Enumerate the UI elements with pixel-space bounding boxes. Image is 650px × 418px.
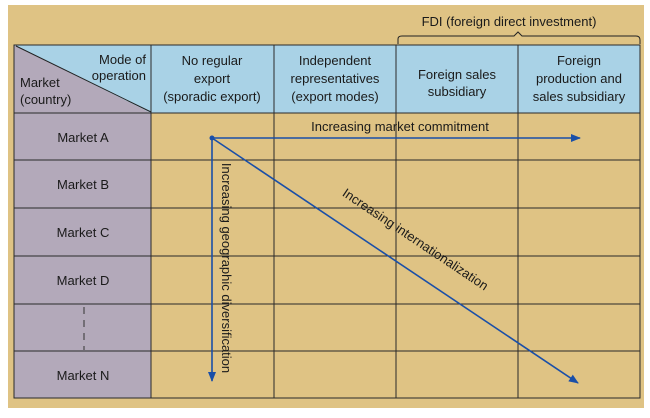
svg-text:subsidiary: subsidiary bbox=[428, 84, 487, 99]
corner-top-line2: operation bbox=[92, 68, 146, 83]
fdi-brace bbox=[397, 31, 641, 44]
svg-text:(sporadic export): (sporadic export) bbox=[163, 89, 261, 104]
market-a: Market A bbox=[57, 130, 109, 145]
market-b: Market B bbox=[57, 177, 109, 192]
svg-text:(export modes): (export modes) bbox=[291, 89, 378, 104]
corner-top-line1: Mode of bbox=[99, 52, 146, 67]
svg-text:sales subsidiary: sales subsidiary bbox=[533, 89, 626, 104]
corner-diagonal bbox=[15, 45, 152, 113]
svg-text:export: export bbox=[194, 71, 231, 86]
corner-bottom-line1: Market bbox=[20, 75, 60, 90]
column-header-foreign-sales-subsidiary: Foreign sales subsidiary bbox=[418, 67, 497, 99]
table-grid bbox=[13, 44, 641, 399]
fdi-label: FDI (foreign direct investment) bbox=[422, 14, 597, 29]
column-header-no-regular-export: No regular export (sporadic export) bbox=[163, 53, 261, 104]
corner-bottom-line2: (country) bbox=[20, 92, 71, 107]
geographic-diversification-label: Increasing geographic diversification bbox=[219, 163, 234, 373]
svg-text:No regular: No regular bbox=[182, 53, 243, 68]
market-c: Market C bbox=[57, 225, 110, 240]
column-header-foreign-production: Foreign production and sales subsidiary bbox=[533, 53, 626, 104]
svg-text:Independent: Independent bbox=[299, 53, 372, 68]
svg-text:production and: production and bbox=[536, 71, 622, 86]
svg-text:representatives: representatives bbox=[291, 71, 380, 86]
market-commitment-label: Increasing market commitment bbox=[311, 119, 489, 134]
svg-text:Foreign: Foreign bbox=[557, 53, 601, 68]
internationalization-arrow bbox=[211, 137, 579, 384]
market-n: Market N bbox=[57, 368, 110, 383]
market-d: Market D bbox=[57, 273, 110, 288]
column-header-independent-representatives: Independent representatives (export mode… bbox=[291, 53, 380, 104]
svg-text:Foreign sales: Foreign sales bbox=[418, 67, 497, 82]
